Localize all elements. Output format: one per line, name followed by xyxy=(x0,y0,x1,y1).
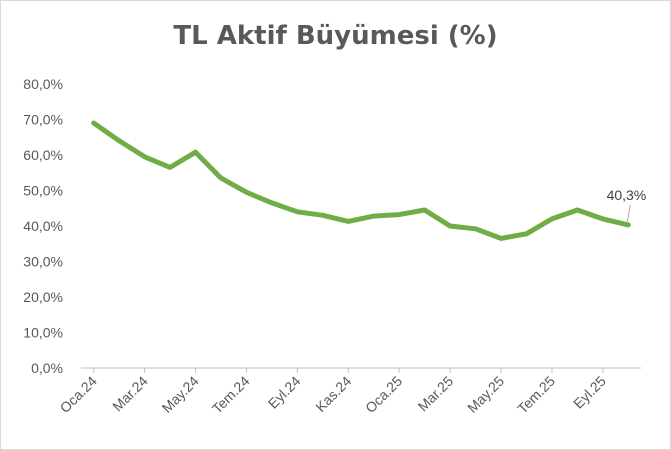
chart-title: TL Aktif Büyümesi (%) xyxy=(173,21,498,51)
y-tick-label: 20,0% xyxy=(23,289,63,305)
x-tick-label: May.25 xyxy=(464,373,507,416)
x-tick-label: Oca.24 xyxy=(57,373,100,416)
x-tick-label: Mar.25 xyxy=(415,373,457,415)
y-tick-label: 60,0% xyxy=(23,147,63,163)
x-tick-label: Kas.24 xyxy=(312,373,354,415)
y-tick-label: 0,0% xyxy=(31,360,63,376)
data-label: 40,3% xyxy=(607,187,647,203)
y-tick-label: 80,0% xyxy=(23,76,63,92)
x-tick-label: Eyl.24 xyxy=(265,373,304,412)
y-tick-label: 10,0% xyxy=(23,325,63,341)
x-tick-label: Tem.25 xyxy=(514,373,558,417)
data-label-leader xyxy=(626,204,631,223)
x-tick-label: Eyl.25 xyxy=(570,373,609,412)
x-tick-label: Mar.24 xyxy=(109,373,151,415)
y-tick-label: 70,0% xyxy=(23,112,63,128)
y-tick-label: 30,0% xyxy=(23,254,63,270)
y-tick-label: 40,0% xyxy=(23,218,63,234)
x-tick-label: Oca.25 xyxy=(362,373,405,416)
x-tick-label: May.24 xyxy=(159,373,202,416)
series-line xyxy=(91,120,631,241)
x-tick-label: Tem.24 xyxy=(209,373,253,417)
y-tick-label: 50,0% xyxy=(23,183,63,199)
